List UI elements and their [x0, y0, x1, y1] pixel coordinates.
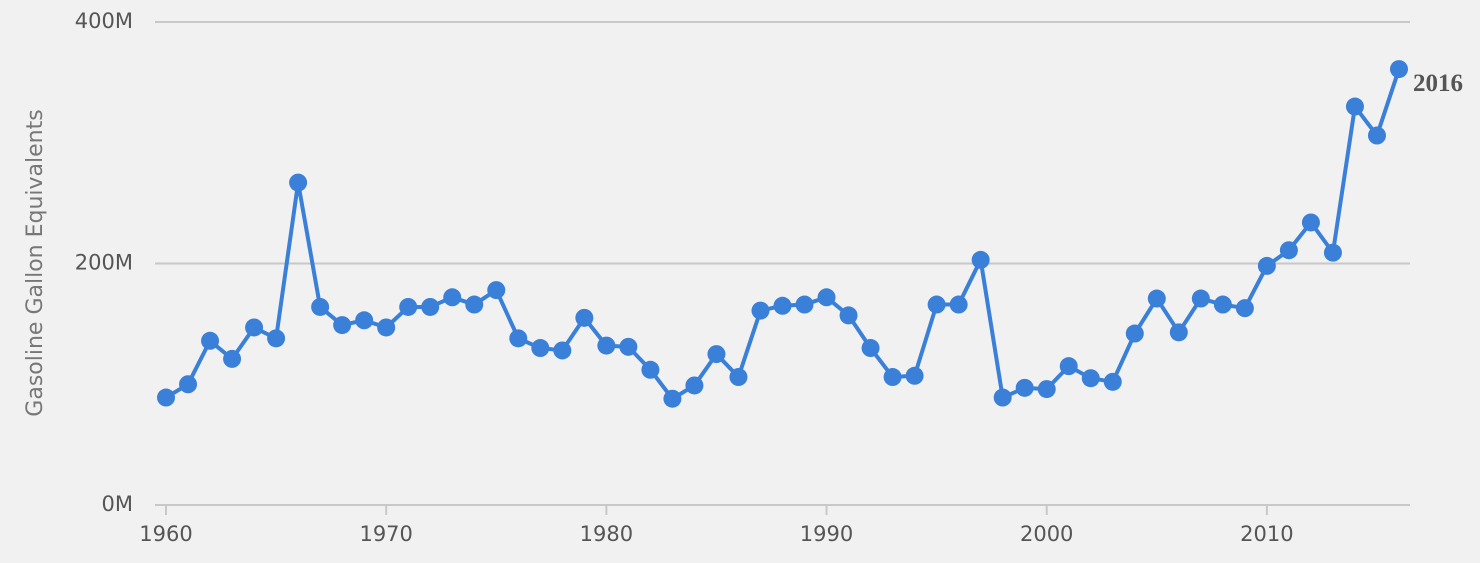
- data-point: [861, 339, 880, 358]
- y-axis-title: Gasoline Gallon Equivalents: [23, 109, 48, 416]
- data-point: [707, 345, 726, 364]
- data-point: [641, 360, 660, 379]
- data-point: [355, 311, 374, 330]
- data-point: [1147, 289, 1166, 308]
- data-point: [993, 388, 1012, 407]
- data-point: [1323, 243, 1342, 262]
- data-point: [553, 341, 572, 360]
- data-point: [179, 375, 198, 394]
- y-tick-label: 0M: [102, 492, 133, 516]
- data-point: [333, 316, 352, 335]
- data-point: [267, 329, 286, 348]
- data-point: [619, 337, 638, 356]
- data-point: [1345, 97, 1364, 116]
- data-point: [1037, 380, 1056, 399]
- data-point: [729, 368, 748, 387]
- data-point: [245, 318, 264, 337]
- data-point: [509, 329, 528, 348]
- data-point: [1301, 213, 1320, 232]
- data-point: [949, 295, 968, 314]
- data-point: [575, 308, 594, 327]
- data-point: [883, 368, 902, 387]
- data-point: [1367, 126, 1386, 145]
- data-point: [1389, 60, 1408, 79]
- data-point: [773, 296, 792, 315]
- data-point: [289, 173, 308, 192]
- data-point: [223, 349, 242, 368]
- data-point: [795, 295, 814, 314]
- y-tick-label: 200M: [75, 251, 133, 275]
- data-point: [1015, 378, 1034, 397]
- data-point: [817, 288, 836, 307]
- annotation: 2016: [1413, 70, 1463, 97]
- x-tick-label: 1960: [139, 522, 192, 546]
- x-tick-label: 1970: [359, 522, 412, 546]
- data-point: [1279, 241, 1298, 260]
- x-tick-label: 2010: [1240, 522, 1293, 546]
- data-point: [751, 301, 770, 320]
- data-point: [1257, 256, 1276, 275]
- x-tick-label: 1980: [580, 522, 633, 546]
- data-point: [1125, 324, 1144, 343]
- data-point: [927, 295, 946, 314]
- data-point: [905, 366, 924, 385]
- data-point: [1103, 372, 1122, 391]
- data-point: [421, 297, 440, 316]
- data-point: [443, 288, 462, 307]
- data-point: [663, 389, 682, 408]
- data-point: [1191, 289, 1210, 308]
- data-point: [839, 306, 858, 325]
- data-point: [487, 281, 506, 300]
- data-point: [531, 339, 550, 358]
- x-tick-label: 2000: [1020, 522, 1073, 546]
- data-point: [685, 376, 704, 395]
- data-point: [1235, 299, 1254, 318]
- data-point: [597, 336, 616, 355]
- data-point: [971, 250, 990, 269]
- data-point: [377, 318, 396, 337]
- data-point: [1213, 295, 1232, 314]
- data-point: [1059, 357, 1078, 376]
- data-point: [399, 297, 418, 316]
- data-point: [157, 388, 176, 407]
- y-tick-label: 400M: [75, 9, 133, 33]
- data-point: [465, 295, 484, 314]
- data-point: [311, 297, 330, 316]
- x-tick-label: 1990: [800, 522, 853, 546]
- data-point: [1081, 369, 1100, 388]
- data-point: [201, 331, 220, 350]
- data-point: [1169, 323, 1188, 342]
